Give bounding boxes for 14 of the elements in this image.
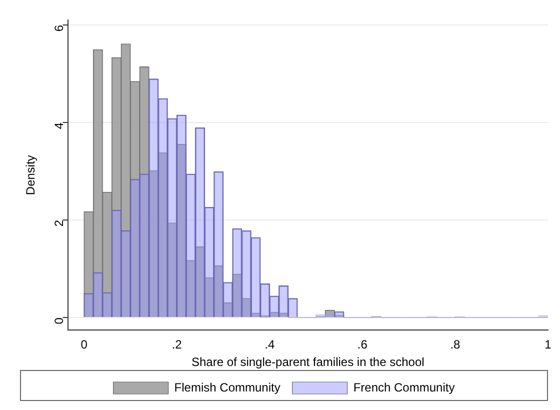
y-tick-label: 2 [52,220,66,227]
x-axis-title: Share of single-parent families in the school [192,355,424,370]
y-tick-label: 4 [52,122,66,130]
legend-label: Flemish Community [174,380,280,394]
x-tick-label: .8 [450,338,461,352]
x-tick-label: .6 [357,338,368,352]
x-tick-label: .2 [172,338,182,352]
legend-label: French Community [353,380,455,394]
x-tick-label: 0 [80,338,88,352]
y-axis-title: Density [24,155,38,196]
x-tick-label: .4 [264,338,275,352]
y-tick-label: 6 [52,24,66,32]
x-tick-label: 1 [544,338,552,352]
y-tick-label: 0 [52,317,66,324]
